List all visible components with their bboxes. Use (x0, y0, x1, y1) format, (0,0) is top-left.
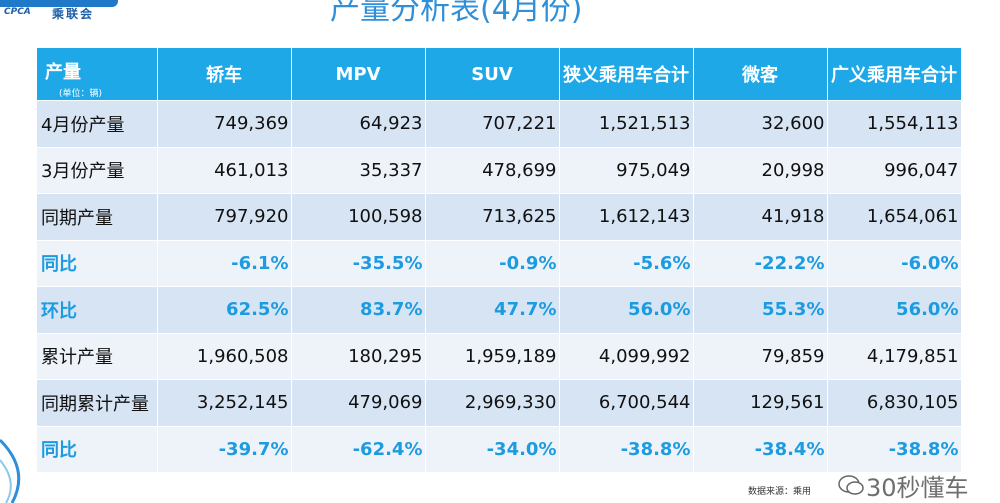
table-cell: 6,700,544 (559, 379, 694, 426)
table-cell: 79,859 (693, 332, 828, 380)
table-cell: -35.5% (291, 239, 426, 287)
table-cell: 62.5% (157, 286, 292, 333)
table-cell: 129,561 (693, 379, 828, 426)
table-row: 同期累计产量 3,252,145 479,069 2,969,330 6,700,544… (37, 379, 962, 426)
table-cell: 996,047 (827, 146, 962, 194)
logo-bar (0, 0, 118, 7)
column-header: 轿车 (157, 48, 292, 101)
table-cell: 1,554,113 (827, 100, 962, 147)
table-cell: 6,830,105 (827, 379, 962, 426)
table-cell: 461,013 (157, 146, 292, 194)
table-cell: 797,920 (157, 193, 292, 240)
table-cell: 1,654,061 (827, 193, 962, 240)
table-row: 4月份产量 749,369 64,923 707,221 1,521,513 32,600… (37, 100, 962, 147)
table-cell: 64,923 (291, 100, 426, 147)
corner-decoration (0, 438, 21, 503)
table-cell: 479,069 (291, 379, 426, 426)
table-cell: 83.7% (291, 286, 426, 333)
table-cell: 2,969,330 (425, 379, 560, 426)
table-cell: 749,369 (157, 100, 292, 147)
table-row: 累计产量 1,960,508 180,295 1,959,189 4,099,992 79… (37, 332, 962, 380)
header-unit: (单位：辆) (59, 89, 103, 99)
page-title: 产量分析表(4月份) (330, 0, 583, 27)
column-header: 狭义乘用车合计 (559, 48, 694, 101)
table-cell: 32,600 (693, 100, 828, 147)
table-cell: 56.0% (827, 286, 962, 333)
table-cell: 55.3% (693, 286, 828, 333)
table-cell: -5.6% (559, 239, 694, 287)
table-row: 同比 -39.7% -62.4% -34.0% -38.8% -38.4% -38.8% (37, 425, 962, 472)
table-row: 3月份产量 461,013 35,337 478,699 975,049 20,998 99… (37, 146, 962, 194)
header-title: 产量 (45, 62, 81, 83)
column-header: 广义乘用车合计 (827, 48, 962, 101)
table-cell: -0.9% (425, 239, 560, 287)
logo-latin: CPCA (4, 7, 31, 17)
table-row: 同期产量 797,920 100,598 713,625 1,612,143 41,918… (37, 193, 962, 240)
table-cell: 707,221 (425, 100, 560, 147)
table-cell: -38.4% (693, 425, 828, 472)
table-cell: -6.1% (157, 239, 292, 287)
column-header: 微客 (693, 48, 828, 101)
table-cell: -6.0% (827, 239, 962, 287)
table-cell: -22.2% (693, 239, 828, 287)
row-label: 4月份产量 (37, 100, 158, 147)
row-label: 3月份产量 (37, 146, 158, 194)
table-cell: 4,099,992 (559, 332, 694, 380)
table-cell: 41,918 (693, 193, 828, 240)
table-cell: -38.8% (559, 425, 694, 472)
table-cell: 1,959,189 (425, 332, 560, 380)
table-cell: 1,960,508 (157, 332, 292, 380)
table-cell: 20,998 (693, 146, 828, 194)
table-cell: 56.0% (559, 286, 694, 333)
column-header: SUV (425, 48, 560, 101)
production-table: 产量 (单位：辆) 轿车 MPV SUV 狭义乘用车合计 微客 广义乘用车合计 … (37, 48, 962, 472)
table-header-row: 产量 (单位：辆) 轿车 MPV SUV 狭义乘用车合计 微客 广义乘用车合计 (37, 48, 962, 101)
row-label: 同期产量 (37, 193, 158, 240)
row-label: 同比 (37, 239, 158, 287)
row-label: 环比 (37, 286, 158, 333)
table-cell: 4,179,851 (827, 332, 962, 380)
wechat-icon (838, 475, 864, 495)
cpca-logo: CPCA 乘联会 (0, 0, 120, 22)
table-cell: -39.7% (157, 425, 292, 472)
table-cell: -38.8% (827, 425, 962, 472)
column-header: MPV (291, 48, 426, 101)
table-cell: 47.7% (425, 286, 560, 333)
logo-chinese: 乘联会 (52, 7, 95, 21)
watermark-text: 30秒懂车 (866, 474, 969, 502)
header-first-cell: 产量 (单位：辆) (37, 48, 158, 101)
table-cell: -34.0% (425, 425, 560, 472)
table-cell: 35,337 (291, 146, 426, 194)
row-label: 同比 (37, 425, 158, 472)
table-cell: 478,699 (425, 146, 560, 194)
table-row: 环比 62.5% 83.7% 47.7% 56.0% 55.3% 56.0% (37, 286, 962, 333)
table-cell: -62.4% (291, 425, 426, 472)
table-cell: 1,521,513 (559, 100, 694, 147)
table-body: 4月份产量 749,369 64,923 707,221 1,521,513 32,600… (37, 100, 962, 472)
table-row: 同比 -6.1% -35.5% -0.9% -5.6% -22.2% -6.0% (37, 239, 962, 287)
table-cell: 100,598 (291, 193, 426, 240)
table-cell: 180,295 (291, 332, 426, 380)
row-label: 同期累计产量 (37, 379, 158, 426)
table-cell: 1,612,143 (559, 193, 694, 240)
table-cell: 713,625 (425, 193, 560, 240)
source-note: 数据来源：乘用 (748, 487, 812, 497)
table-cell: 975,049 (559, 146, 694, 194)
table-cell: 3,252,145 (157, 379, 292, 426)
row-label: 累计产量 (37, 332, 158, 380)
